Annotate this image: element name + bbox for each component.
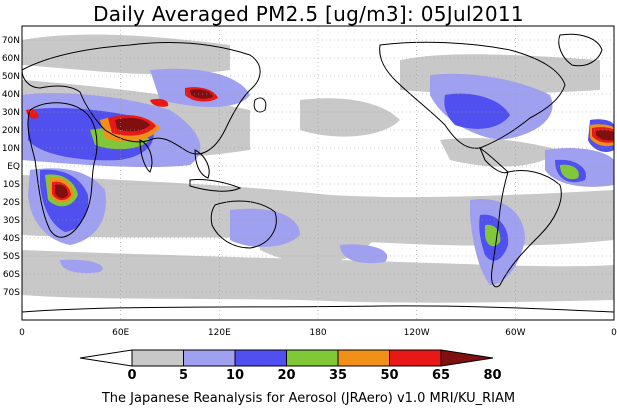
colorbar-swatch [183,349,236,367]
latitude-label: 20N [2,126,20,136]
longitude-labels: 0 60E 120E 180 120W 60W 0 [19,328,617,338]
coastlines [22,33,614,313]
latitude-label: 30N [2,108,20,118]
latitude-label: 60S [3,270,20,280]
colorbar-tick-label: 5 [179,368,188,383]
colorbar-tick-label: 20 [277,368,295,383]
longitude-label: 60W [505,328,525,338]
longitude-label: 0 [611,328,617,338]
antarctica-coast [22,305,614,313]
latitude-label: 40N [2,90,20,100]
longitude-label: 0 [19,328,25,338]
africa-coast [27,102,98,238]
latitude-label: 50N [2,72,20,82]
greenland-coast [558,33,603,67]
latitude-label: 20S [3,198,20,208]
longitude-label: 60E [112,328,129,338]
longitude-label: 120W [404,328,430,338]
latitude-label: 30S [3,216,20,226]
colorbar-right-arrow [440,349,494,367]
latitude-label: 40S [3,234,20,244]
colorbar-tick-label: 35 [329,368,347,383]
north-america-coast [379,41,566,149]
colorbar-tick-label: 65 [432,368,450,383]
concentration-field [22,33,614,313]
longitude-label: 180 [309,328,326,338]
map-frame [21,25,615,321]
southeast-asia-coast [194,149,210,179]
colorbar-swatch [131,349,184,367]
eurasia-coast [22,41,261,155]
colorbar-swatch [337,349,390,367]
colorbar: 0 5 10 20 35 50 65 80 [79,349,502,383]
latitude-label: 10N [2,144,20,154]
map-title: Daily Averaged PM2.5 [ug/m3]: 05Jul2011 [93,2,524,26]
latitude-label: EQ [7,162,20,172]
colorbar-swatch [286,349,339,367]
pm25-band-80-plus [55,89,614,199]
colorbar-tick-label: 80 [483,368,501,383]
south-america-coast [491,170,562,288]
colorbar-tick-label: 0 [127,368,136,383]
latitude-labels: 70N 60N 50N 40N 30N 20N 10N EQ 10S 20S 30S 40S 50S 60… [2,36,20,298]
colorbar-left-arrow [79,349,133,367]
longitude-label: 120E [208,328,231,338]
gridlines [22,26,614,320]
latitude-label: 60N [2,54,20,64]
colorbar-swatch [234,349,287,367]
australia-coast [210,200,277,249]
colorbar-tick-label: 50 [380,368,398,383]
latitude-label: 70S [3,288,20,298]
india-coast [139,139,153,173]
latitude-label: 50S [3,252,20,262]
indonesia-coast [189,179,242,192]
latitude-label: 10S [3,180,20,190]
footer-credit: The Japanese Reanalysis for Aerosol (JRA… [101,391,516,406]
colorbar-swatch [389,349,442,367]
latitude-label: 70N [2,36,20,46]
japan-coast [253,97,267,113]
colorbar-tick-label: 10 [226,368,244,383]
